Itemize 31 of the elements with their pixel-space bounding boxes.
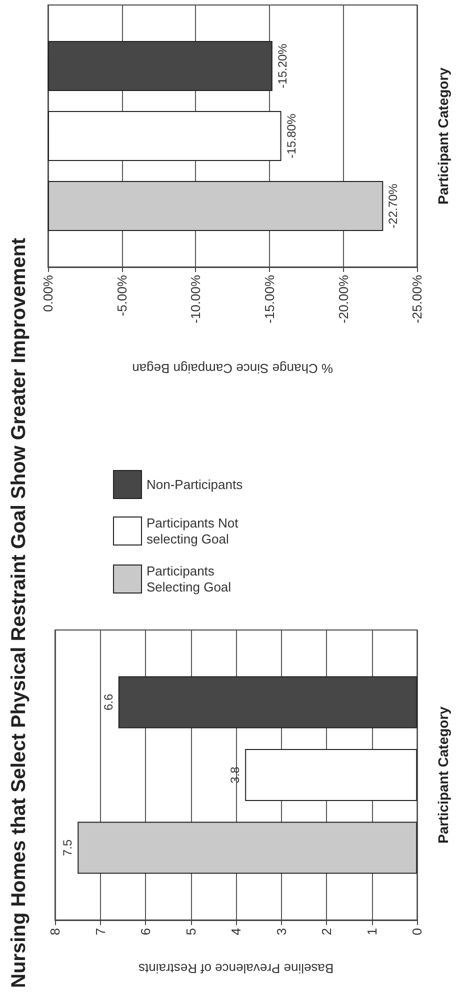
legend-label: Participants Selecting Goal <box>146 564 232 594</box>
x-tick-label: -25.00% <box>410 274 425 324</box>
data-label: 7.5 <box>60 839 75 856</box>
legend-label: Non-Participants <box>146 477 244 492</box>
x-tick-label: -10.00% <box>188 274 204 324</box>
data-label: -22.70% <box>386 183 400 228</box>
x-tick-label: 2 <box>319 928 334 936</box>
x-tick-label: -5.00% <box>114 274 130 316</box>
y-axis-title: Participant Category <box>435 706 451 844</box>
x-tick-label: 5 <box>183 928 198 936</box>
x-tick-label: 6 <box>138 928 154 936</box>
data-label: -15.80% <box>284 113 298 158</box>
x-tick-label: 7 <box>92 928 108 936</box>
x-tick-label: 0.00% <box>40 274 56 312</box>
data-label: 6.6 <box>101 694 116 711</box>
x-tick-label: -20.00% <box>336 274 351 324</box>
x-tick-label: 8 <box>48 928 62 936</box>
x-axis-title: % Change Since Campaign Began <box>132 361 334 376</box>
x-tick-label: 4 <box>228 928 244 936</box>
x-tick-label: 0 <box>410 928 425 936</box>
x-tick-label: 1 <box>364 928 380 936</box>
legend-label: Participants Not selecting Goal <box>146 516 242 546</box>
x-tick-label: -15.00% <box>262 274 277 324</box>
chart-title: Nursing Homes that Select Physical Restraint Goal Show Greater Improvement <box>8 236 31 988</box>
data-label: 3.8 <box>228 766 242 784</box>
bar <box>78 822 418 874</box>
bar <box>245 749 418 801</box>
data-label: -15.20% <box>275 43 290 88</box>
y-axis-title: Participant Category <box>435 67 451 204</box>
x-tick-label: 3 <box>274 928 289 936</box>
x-axis-title: Baseline Prevalence of Restraints <box>138 961 334 976</box>
